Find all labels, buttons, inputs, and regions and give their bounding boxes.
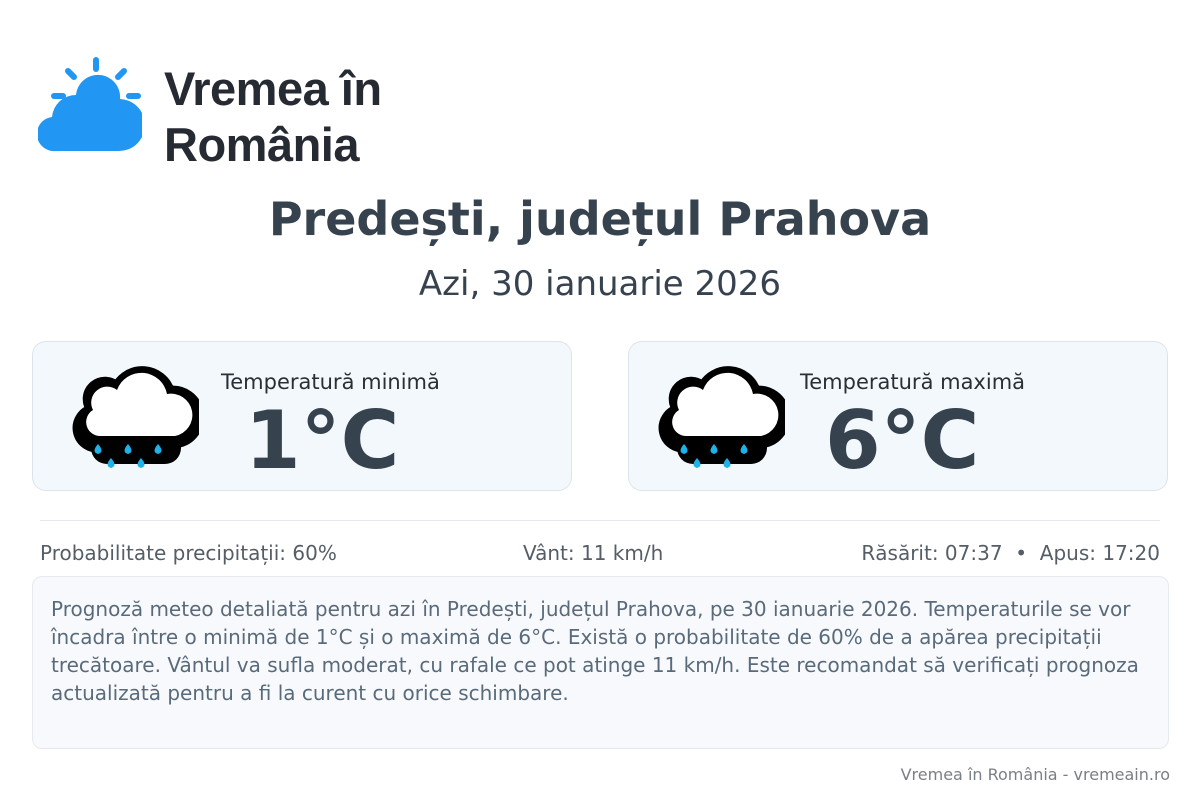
rain-cloud-icon <box>658 366 785 468</box>
wind-info: Vânt: 11 km/h <box>523 541 664 565</box>
rain-cloud-icon <box>72 366 199 468</box>
footer-credit[interactable]: Vremea în România - vremeain.ro <box>900 765 1170 784</box>
logo[interactable]: Vremea în România <box>38 55 382 171</box>
min-temp-label: Temperatură minimă <box>221 370 440 394</box>
min-temp-value: 1°C <box>245 394 400 487</box>
max-temp-value: 6°C <box>825 394 980 487</box>
divider <box>40 520 1160 521</box>
logo-text: Vremea în România <box>164 62 382 171</box>
max-temp-label: Temperatură maximă <box>800 370 1026 394</box>
forecast-description: Prognoză meteo detaliată pentru azi în P… <box>32 576 1169 749</box>
page-subtitle: Azi, 30 ianuarie 2026 <box>418 264 782 304</box>
min-temp-card: Temperatură minimă 1°C <box>32 341 572 491</box>
precipitation-info: Probabilitate precipitații: 60% <box>40 541 337 565</box>
page-title: Predești, județul Prahova <box>268 192 932 246</box>
sun-info: Răsărit: 07:37 • Apus: 17:20 <box>861 541 1160 565</box>
max-temp-card: Temperatură maximă 6°C <box>628 341 1168 491</box>
sun-cloud-icon <box>38 57 142 152</box>
